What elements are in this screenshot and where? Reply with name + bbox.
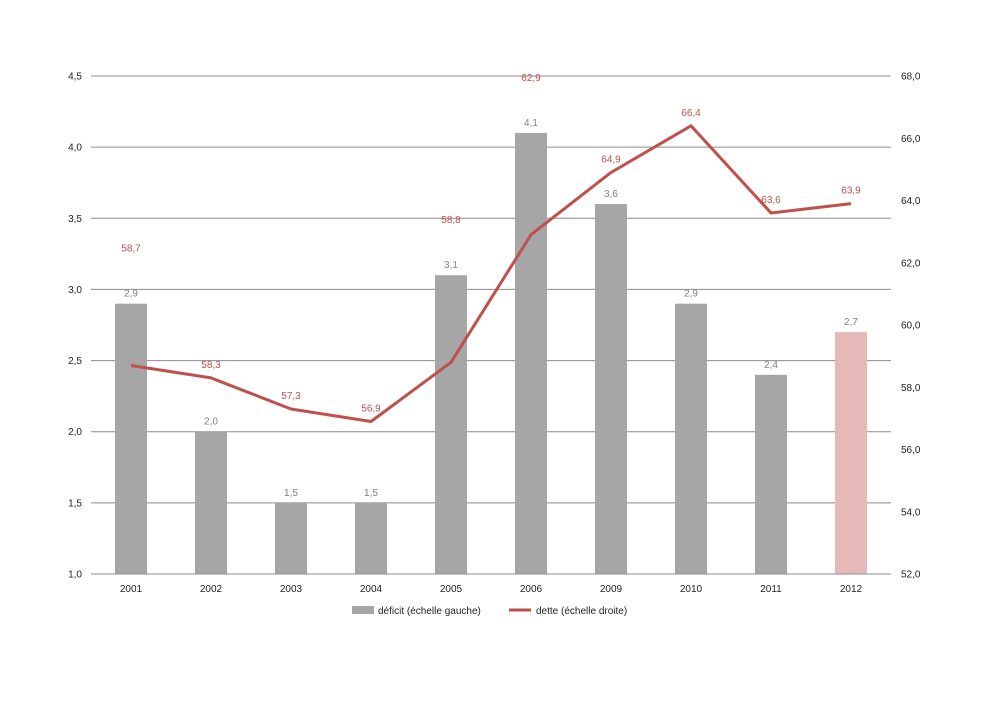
y-left-tick-label: 3,5 (68, 214, 82, 225)
bar-deficit-2005 (435, 275, 467, 574)
x-tick-label: 2002 (200, 584, 223, 595)
y-left-tick-label: 4,5 (68, 72, 82, 83)
bar-value-label: 4,1 (524, 118, 538, 129)
line-value-label: 62,9 (521, 73, 541, 84)
y-right-tick-label: 52,0 (901, 570, 921, 581)
legend-label-deficit: déficit (échelle gauche) (378, 606, 481, 617)
debt-line-group (130, 124, 852, 423)
legend: déficit (échelle gauche) dette (échelle … (352, 606, 627, 617)
x-tick-label: 2009 (600, 584, 623, 595)
x-tick-label: 2001 (120, 584, 143, 595)
y-right-tick-label: 62,0 (901, 258, 921, 269)
line-value-label: 63,9 (841, 186, 861, 197)
y-right-tick-label: 64,0 (901, 196, 921, 207)
y-right-tick-label: 58,0 (901, 383, 921, 394)
bars (115, 132, 867, 575)
y-left-tick-label: 4,0 (68, 143, 82, 154)
bar-value-label: 3,6 (604, 189, 618, 200)
bar-deficit-2011 (755, 374, 787, 574)
bar-deficit-2004 (355, 502, 387, 574)
y-left-tick-label: 3,0 (68, 285, 82, 296)
bar-value-label: 1,5 (364, 488, 378, 499)
bar-value-label: 2,4 (764, 360, 778, 371)
x-tick-label: 2010 (680, 584, 703, 595)
bar-value-label: 2,9 (684, 289, 698, 300)
y-right-tick-label: 56,0 (901, 445, 921, 456)
x-tick-label: 2004 (360, 584, 383, 595)
line-value-label: 66,4 (681, 108, 701, 119)
bar-deficit-2001 (115, 303, 147, 574)
bar-deficit-2012 (835, 332, 867, 574)
y-left-tick-label: 2,5 (68, 356, 82, 367)
axes: 1,0 1,5 2,0 2,5 3,0 3,5 4,0 4,5 52,0 54,0 56,0 58,0… (68, 72, 921, 596)
bar-value-label: 2,7 (844, 317, 858, 328)
line-value-label: 64,9 (601, 154, 621, 165)
bar-deficit-2006 (515, 132, 547, 574)
y-left-tick-label: 2,0 (68, 427, 82, 438)
x-tick-label: 2005 (440, 584, 463, 595)
legend-label-dette: dette (échelle droite) (536, 606, 627, 617)
x-tick-label: 2012 (840, 584, 863, 595)
y-left-tick-label: 1,5 (68, 498, 82, 509)
line-value-label: 58,7 (121, 244, 141, 255)
line-value-label: 58,3 (201, 360, 221, 371)
x-tick-label: 2003 (280, 584, 303, 595)
y-right-tick-label: 60,0 (901, 321, 921, 332)
y-right-tick-label: 66,0 (901, 134, 921, 145)
bar-value-label: 2,0 (204, 417, 218, 428)
x-tick-label: 2006 (520, 584, 543, 595)
line-value-label: 57,3 (281, 391, 301, 402)
debt-line (130, 124, 852, 423)
legend-swatch-deficit (352, 606, 374, 614)
y-right-tick-label: 68,0 (901, 72, 921, 83)
bar-deficit-2009 (595, 204, 627, 575)
bar-value-label: 3,1 (444, 260, 458, 271)
bar-value-label: 1,5 (284, 488, 298, 499)
y-right-tick-label: 54,0 (901, 507, 921, 518)
bar-deficit-2003 (275, 502, 307, 574)
x-tick-label: 2011 (760, 584, 782, 595)
line-value-label: 56,9 (361, 403, 381, 414)
y-left-tick-label: 1,0 (68, 570, 82, 581)
bar-deficit-2010 (675, 303, 707, 574)
bar-deficit-2002 (195, 431, 227, 574)
bar-value-label: 2,9 (124, 289, 138, 300)
line-value-label: 63,6 (761, 195, 781, 206)
data-labels: 2,9 2,0 1,5 1,5 3,1 4,1 3,6 2,9 2,4 2,7 58,7 58,3 57… (121, 73, 861, 499)
line-value-label: 58,8 (441, 215, 461, 226)
